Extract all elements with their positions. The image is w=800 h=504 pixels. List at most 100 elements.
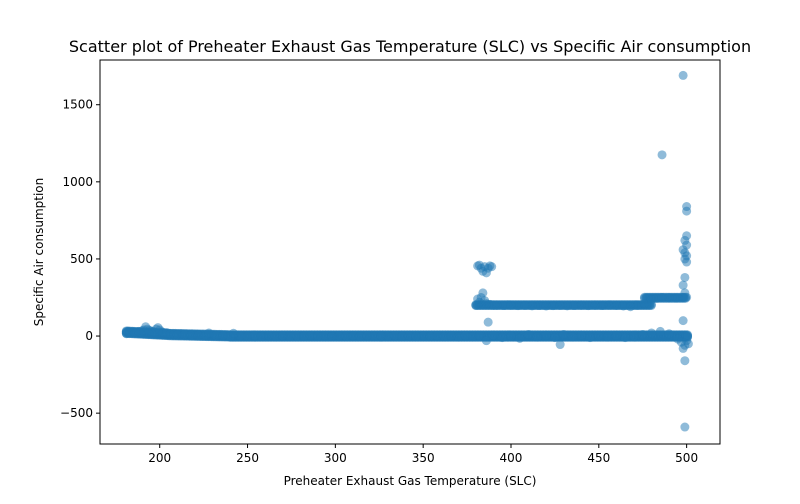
y-tick-label: −500 [60, 406, 93, 420]
scatter-point [278, 331, 288, 341]
scatter-point [306, 331, 316, 341]
scatter-point [534, 301, 544, 311]
scatter-point [478, 288, 488, 298]
scatter-point [497, 333, 507, 343]
scatter-point [618, 301, 628, 311]
scatter-point [527, 301, 537, 311]
scatter-point [488, 330, 498, 340]
plot-frame [99, 59, 721, 445]
scatter-point [682, 202, 692, 212]
scatter-point [559, 330, 569, 340]
scatter-point [515, 333, 525, 343]
scatter-point [590, 300, 600, 310]
scatter-point [257, 331, 267, 341]
scatter-point [481, 336, 491, 346]
y-tick-label: 0 [85, 329, 93, 343]
scatter-point [355, 331, 365, 341]
scatter-point [432, 331, 442, 341]
scatter-point [327, 332, 337, 342]
scatter-point [186, 330, 196, 340]
scatter-point [678, 280, 688, 290]
scatter-point [647, 328, 656, 338]
scatter-point [285, 332, 295, 342]
x-tick-label: 250 [236, 451, 259, 465]
scatter-point [204, 328, 214, 338]
scatter-point [520, 300, 530, 310]
scatter-point [680, 356, 690, 366]
scatter-point [625, 302, 635, 312]
scatter-point [680, 272, 690, 282]
scatter-point [250, 331, 260, 341]
scatter-point [411, 332, 421, 342]
scatter-point [334, 331, 344, 341]
scatter-point [404, 331, 414, 341]
scatter-point [611, 300, 621, 310]
scatter-point [453, 332, 463, 342]
scatter-point [506, 331, 516, 341]
scatter-point [228, 328, 238, 338]
scatter-point [487, 262, 497, 272]
scatter-point [513, 301, 523, 311]
scatter-point [576, 330, 586, 340]
scatter-point [604, 300, 614, 310]
scatter-point [499, 301, 509, 311]
scatter-point [369, 332, 379, 342]
scatter-point [638, 330, 648, 340]
scatter-point [390, 331, 400, 341]
y-axis: −500 0 500 1000 1500 [60, 98, 100, 420]
scatter-point [397, 331, 407, 341]
scatter-point [418, 331, 428, 341]
scatter-point [664, 293, 674, 303]
scatter-point [678, 70, 688, 80]
scatter-point [555, 300, 565, 310]
scatter-point [439, 332, 449, 342]
scatter-point [583, 301, 593, 311]
scatter-point [603, 332, 613, 342]
scatter-point [576, 300, 586, 310]
scatter-point [299, 331, 309, 341]
scatter-point [680, 288, 690, 298]
scatter-point [632, 300, 642, 310]
scatter-point [657, 150, 667, 160]
scatter-point [218, 331, 228, 341]
scatter-point [383, 331, 393, 341]
scatter-point [550, 333, 560, 343]
x-tick-label: 350 [412, 451, 435, 465]
scatter-point [362, 331, 372, 341]
scatter-point [555, 340, 565, 350]
scatter-point [562, 301, 572, 311]
scatter-point [541, 330, 551, 340]
scatter-point [620, 333, 630, 343]
scatter-point [569, 301, 579, 311]
scatter-point [211, 331, 221, 341]
chart-title: Scatter plot of Preheater Exhaust Gas Te… [69, 37, 751, 56]
x-axis: 200 250 300 350 400 450 500 [148, 444, 698, 465]
scatter-point [506, 300, 516, 310]
scatter-point [264, 331, 274, 341]
scatter-point [313, 331, 323, 341]
scatter-point [597, 301, 607, 311]
y-tick-label: 1000 [62, 175, 93, 189]
scatter-point [460, 331, 470, 341]
scatter-point [532, 332, 542, 342]
scatter-point [179, 330, 189, 340]
scatter-point [467, 332, 477, 342]
scatter-point [236, 331, 246, 341]
scatter-point [680, 422, 690, 432]
x-tick-label: 200 [148, 451, 171, 465]
y-axis-label: Specific Air consumption [32, 178, 46, 327]
scatter-point [341, 331, 351, 341]
scatter-point [611, 330, 621, 340]
scatter-point [585, 333, 595, 343]
scatter-point [671, 293, 681, 303]
x-tick-label: 450 [587, 451, 610, 465]
x-tick-label: 500 [675, 451, 698, 465]
y-tick-label: 500 [70, 252, 93, 266]
scatter-point [548, 301, 558, 311]
scatter-point [376, 331, 386, 341]
scatter-point [271, 332, 281, 342]
points-layer [121, 70, 693, 432]
scatter-point [629, 331, 639, 341]
scatter-point [292, 331, 302, 341]
